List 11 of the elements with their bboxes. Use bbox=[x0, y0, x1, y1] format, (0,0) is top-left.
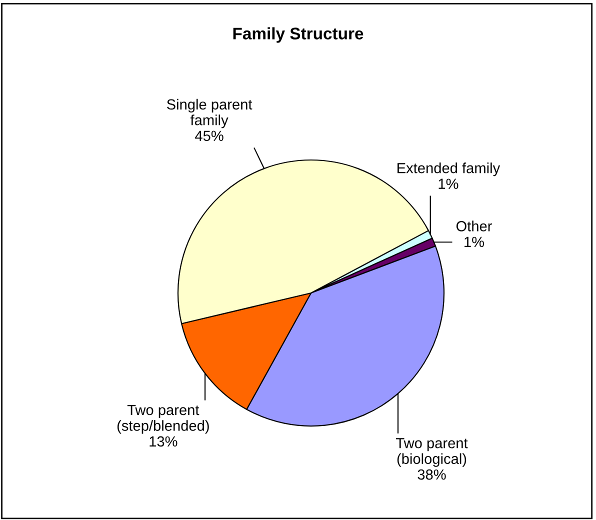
data-label: 1% bbox=[438, 178, 458, 189]
slice-label: Two parent (step/blended) bbox=[117, 404, 209, 434]
chart-title: Family Structure bbox=[233, 27, 364, 43]
data-label: 13% bbox=[150, 436, 178, 447]
data-label: 38% bbox=[418, 469, 446, 480]
slice-label: Single parent family bbox=[166, 98, 252, 128]
slice-label: Two parent (biological) bbox=[396, 438, 468, 467]
data-label: 1% bbox=[464, 236, 484, 248]
slice-label: Extended family bbox=[398, 162, 500, 176]
slice-label: Other bbox=[456, 220, 492, 232]
data-label: 45% bbox=[195, 130, 224, 141]
